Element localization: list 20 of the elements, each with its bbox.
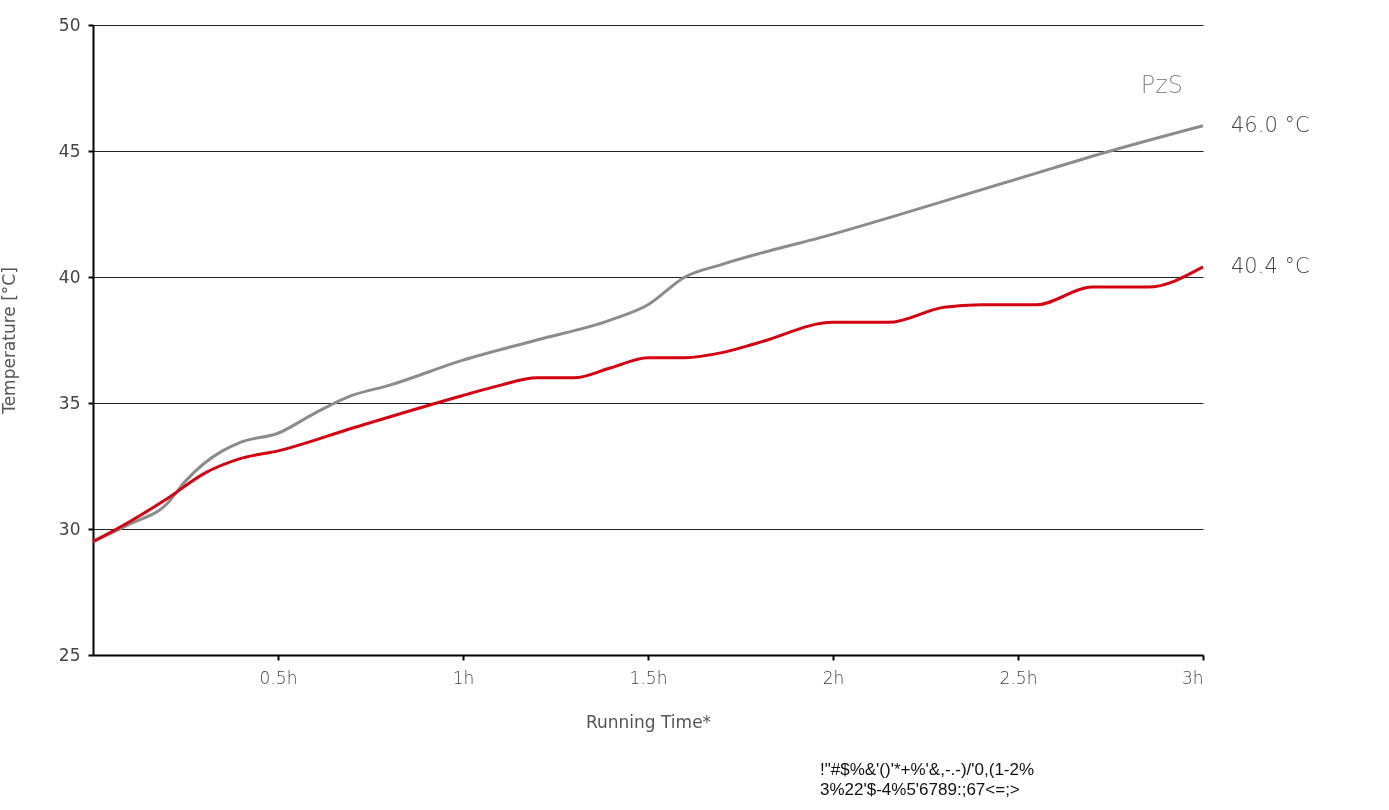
- annotation: 40.4 °C: [1231, 253, 1310, 278]
- y-axis-title: Temperature [°C]: [0, 267, 19, 415]
- x-axis-title: Running Time*: [585, 711, 712, 732]
- annotation: 46.0 °C: [1231, 112, 1310, 137]
- y-tick-label: 25: [58, 644, 81, 665]
- text: !"#$%&'()'*+%'&,-.-)/'0,(1-2% 3%22'$-4%5'6789:;67<=;>: [820, 760, 1036, 800]
- x-tick-label: 0.5h: [259, 667, 298, 688]
- x-tick-label: 3h: [1181, 667, 1204, 688]
- series-label: PzS: [1140, 70, 1183, 99]
- y-tick-label: 30: [58, 518, 81, 539]
- x-tick-label: 1h: [452, 667, 475, 688]
- line-series: [91, 265, 1205, 544]
- y-tick-label: 35: [58, 392, 81, 413]
- line-series: [91, 124, 1205, 544]
- y-tick-label: 40: [58, 266, 81, 287]
- y-tick-label: 45: [58, 140, 81, 161]
- x-tick-label: 2.5h: [999, 667, 1038, 688]
- y-tick-label: 50: [58, 14, 81, 35]
- x-tick-label: 1.5h: [629, 667, 668, 688]
- x-tick-label: 2h: [822, 667, 845, 688]
